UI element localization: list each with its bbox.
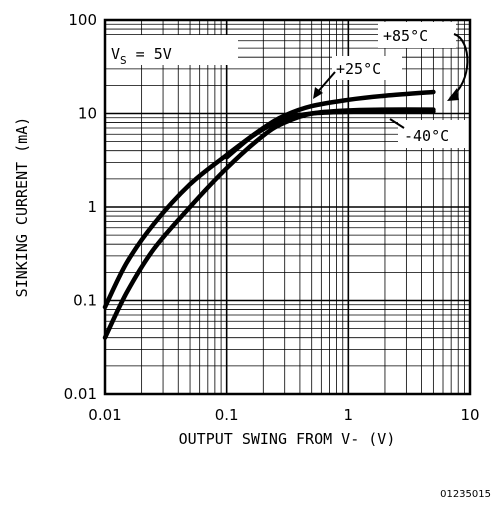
x-tick-label: 0.1	[215, 406, 239, 424]
condition-label: VS = 5V	[111, 45, 172, 67]
annotation-25-bg	[332, 56, 402, 80]
annotation-40-bg	[398, 120, 474, 148]
annotation-85-bg	[378, 22, 456, 48]
leader-85-arrow	[447, 88, 459, 101]
figure-code: 01235015	[440, 489, 491, 500]
x-tick-labels: 0.01 0.1 1 10	[88, 406, 479, 424]
x-axis-label: OUTPUT SWING FROM V- (V)	[179, 430, 396, 448]
annotation-40: -40°C	[404, 127, 449, 145]
annotation-85: +85°C	[383, 27, 428, 45]
x-tick-label: 0.01	[88, 406, 121, 424]
y-tick-labels: 0.01 0.1 1 10 100	[64, 11, 97, 403]
condition-suffix: = 5V	[127, 45, 172, 63]
leader-40	[389, 118, 405, 129]
condition-label-bg	[106, 35, 238, 65]
condition-subscript: S	[120, 54, 127, 67]
condition-prefix: V	[111, 45, 120, 63]
annotation-25: +25°C	[336, 60, 381, 78]
x-tick-label: 10	[460, 406, 479, 424]
series-layer	[102, 89, 436, 340]
y-tick-label: 1	[87, 198, 97, 216]
x-tick-label: 1	[344, 406, 354, 424]
y-tick-label: 0.1	[73, 292, 97, 310]
y-tick-label: 0.01	[64, 385, 97, 403]
leader-25-arrow	[313, 87, 323, 99]
y-axis-label: SINKING CURRENT (mA)	[13, 117, 31, 298]
y-tick-label: 10	[78, 105, 97, 123]
y-tick-label: 100	[68, 11, 97, 29]
series-line-2	[224, 109, 436, 160]
plot-frame	[103, 18, 472, 396]
